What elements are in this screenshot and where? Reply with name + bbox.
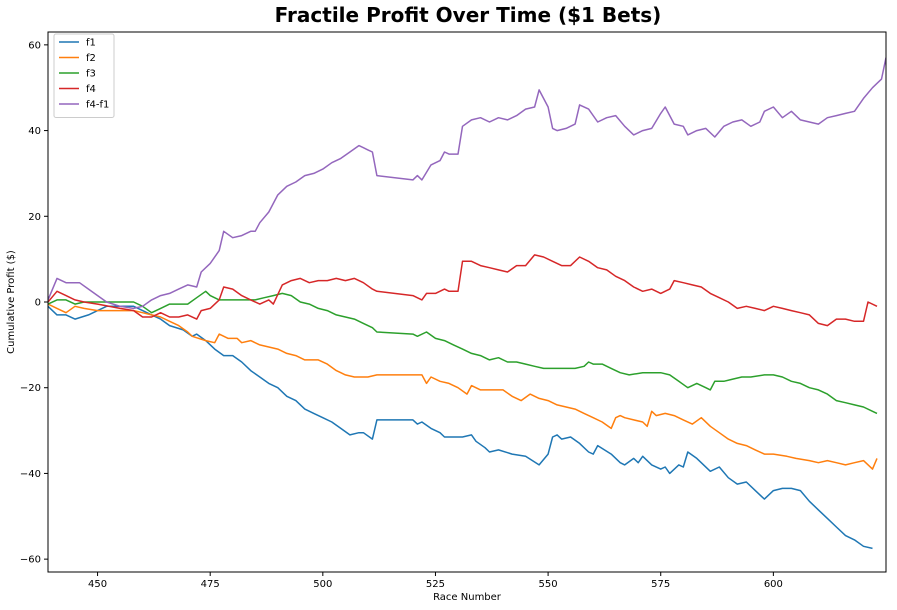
legend-label-f4-f1: f4-f1 — [86, 100, 109, 111]
plot-frame — [47, 31, 887, 573]
x-tick-label: 525 — [426, 579, 445, 590]
series-lines — [48, 57, 886, 550]
y-tick-label: 40 — [28, 126, 41, 137]
series-line-f2 — [48, 303, 878, 470]
y-tick-label: −20 — [20, 383, 41, 394]
legend-label-f3: f3 — [86, 69, 96, 80]
y-tick-label: 20 — [28, 212, 41, 223]
x-tick-label: 575 — [651, 579, 670, 590]
y-axis-label: Cumulative Profit ($) — [6, 250, 17, 354]
series-line-f3 — [48, 290, 878, 415]
x-tick-label: 600 — [764, 579, 783, 590]
x-tick-label: 475 — [201, 579, 220, 590]
y-axis: −60 −40 −20 0 20 40 60 — [20, 40, 48, 566]
y-tick-label: 0 — [35, 298, 41, 309]
x-tick-label: 500 — [313, 579, 332, 590]
x-tick-label: 450 — [88, 579, 107, 590]
legend-box — [53, 33, 115, 118]
series-line-f4 — [48, 254, 878, 327]
x-tick-label: 550 — [539, 579, 558, 590]
legend-label-f1: f1 — [86, 38, 96, 49]
x-axis-label: Race Number — [433, 592, 502, 603]
chart-title: Fractile Profit Over Time ($1 Bets) — [275, 3, 662, 27]
y-tick-label: −60 — [20, 555, 41, 566]
y-tick-label: −40 — [20, 469, 41, 480]
legend: f1 f2 f3 f4 f4-f1 — [53, 33, 115, 118]
series-line-f1 — [48, 305, 873, 550]
legend-label-f4: f4 — [86, 84, 96, 95]
series-line-f4-f1 — [48, 57, 886, 310]
y-tick-label: 60 — [28, 40, 41, 51]
legend-label-f2: f2 — [86, 53, 96, 64]
x-axis: 450 475 500 525 550 575 600 — [88, 572, 783, 590]
